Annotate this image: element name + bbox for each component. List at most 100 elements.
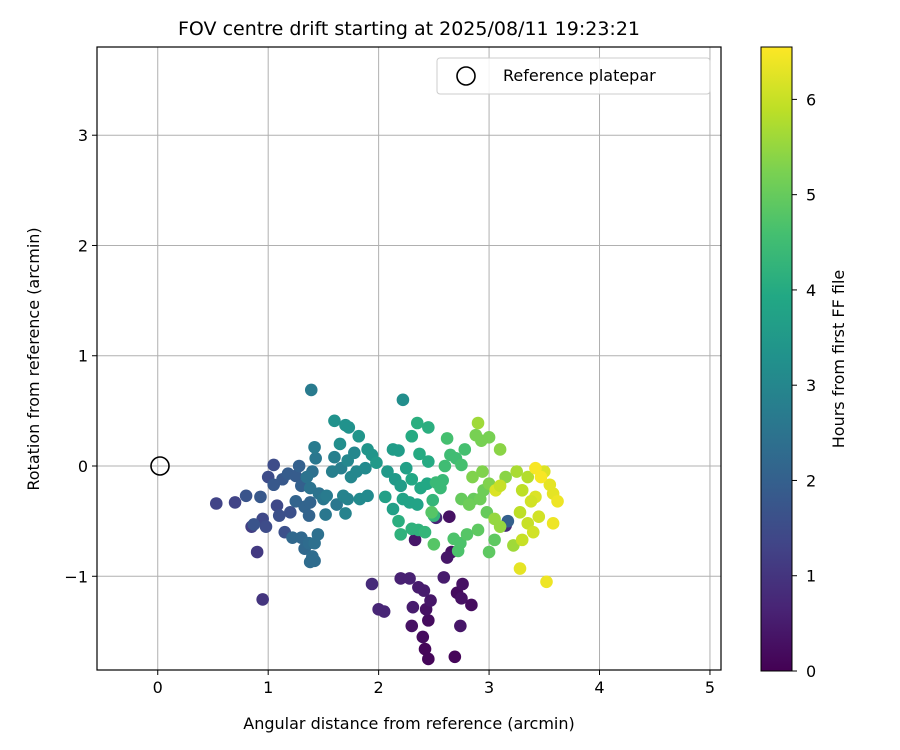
data-point xyxy=(426,493,440,507)
data-point xyxy=(239,489,253,503)
data-point xyxy=(328,450,341,464)
y-tick-label: 3 xyxy=(78,126,88,145)
colorbar-label: Hours from first FF file xyxy=(829,270,848,449)
data-point xyxy=(458,443,472,456)
data-point xyxy=(303,555,317,569)
data-point xyxy=(427,537,441,551)
reference-marker xyxy=(150,456,170,476)
data-point xyxy=(394,528,408,541)
data-point xyxy=(454,536,467,550)
data-point xyxy=(422,652,435,666)
data-point xyxy=(466,470,479,484)
data-point xyxy=(370,456,383,470)
data-point xyxy=(405,619,419,633)
data-point xyxy=(359,461,372,475)
data-point xyxy=(418,642,432,656)
data-point xyxy=(515,483,529,497)
data-point xyxy=(482,545,496,559)
data-point xyxy=(256,593,269,606)
data-point xyxy=(416,630,430,644)
data-point xyxy=(440,432,454,445)
data-point xyxy=(365,577,379,591)
data-point xyxy=(524,494,538,508)
data-point xyxy=(410,498,424,511)
data-point xyxy=(396,393,410,407)
data-point xyxy=(300,470,314,484)
data-point xyxy=(292,459,306,473)
legend-box xyxy=(436,57,711,95)
data-point xyxy=(408,533,422,547)
data-point xyxy=(250,545,264,559)
data-point xyxy=(422,455,435,468)
data-point xyxy=(440,551,454,564)
data-point xyxy=(454,619,467,633)
colorbar-tick-label: 2 xyxy=(806,471,816,490)
data-point xyxy=(272,509,286,522)
data-point xyxy=(510,465,523,478)
data-point xyxy=(551,494,564,508)
data-point xyxy=(320,489,334,503)
data-point xyxy=(488,533,501,547)
data-point xyxy=(425,506,438,519)
data-point xyxy=(378,490,392,504)
data-point xyxy=(311,528,325,541)
plot-frame xyxy=(96,46,722,671)
data-points xyxy=(209,383,564,666)
data-point xyxy=(418,525,432,539)
data-point xyxy=(412,581,425,594)
data-point xyxy=(302,509,316,522)
data-point xyxy=(267,458,281,472)
data-point xyxy=(534,470,548,484)
colorbar-ticks: 0 1 2 3 4 5 6 xyxy=(792,90,816,681)
data-point xyxy=(392,514,405,528)
data-point xyxy=(413,447,426,461)
x-axis-title: Angular distance from reference (arcmin) xyxy=(243,714,574,733)
x-tick-label: 1 xyxy=(263,678,273,697)
data-point xyxy=(422,421,435,434)
data-point xyxy=(330,498,343,511)
data-point xyxy=(228,496,242,509)
legend-marker-icon xyxy=(456,66,476,86)
y-tick-label: 2 xyxy=(78,236,88,255)
grid-lines xyxy=(97,47,721,670)
data-point xyxy=(308,440,321,454)
data-point xyxy=(348,446,361,460)
data-point xyxy=(339,507,352,520)
y-tick-label: 1 xyxy=(78,347,88,366)
data-point xyxy=(476,465,489,478)
x-tick-label: 2 xyxy=(374,678,384,697)
colorbar-tick-label: 4 xyxy=(806,281,816,300)
colorbar-tick-label: 5 xyxy=(806,186,816,205)
data-point xyxy=(286,531,299,544)
data-point xyxy=(471,523,485,537)
data-point xyxy=(352,429,366,443)
y-tick-label: −1 xyxy=(64,567,88,586)
x-tick-label: 4 xyxy=(594,678,604,697)
x-tick-label: 5 xyxy=(705,678,715,697)
data-point xyxy=(455,592,468,605)
y-axis-ticks: −1 0 1 2 3 xyxy=(64,126,97,586)
data-point xyxy=(532,510,546,524)
data-point xyxy=(513,506,527,519)
data-point xyxy=(341,492,355,506)
data-point xyxy=(394,479,408,493)
data-point xyxy=(333,437,347,451)
data-point xyxy=(381,465,394,478)
data-point xyxy=(254,490,267,504)
legend-label: Reference platepar xyxy=(503,66,656,85)
data-point xyxy=(422,614,435,627)
data-point xyxy=(448,650,462,664)
colorbar-tick-label: 3 xyxy=(806,376,816,395)
data-point xyxy=(513,562,527,575)
x-tick-label: 0 xyxy=(153,678,163,697)
data-point xyxy=(443,510,456,524)
data-point xyxy=(540,575,553,589)
data-point xyxy=(546,517,560,530)
data-point xyxy=(392,444,405,457)
data-point xyxy=(394,572,408,585)
data-point xyxy=(460,528,474,541)
data-point xyxy=(424,594,437,607)
data-point xyxy=(456,577,469,591)
colorbar xyxy=(760,46,793,672)
